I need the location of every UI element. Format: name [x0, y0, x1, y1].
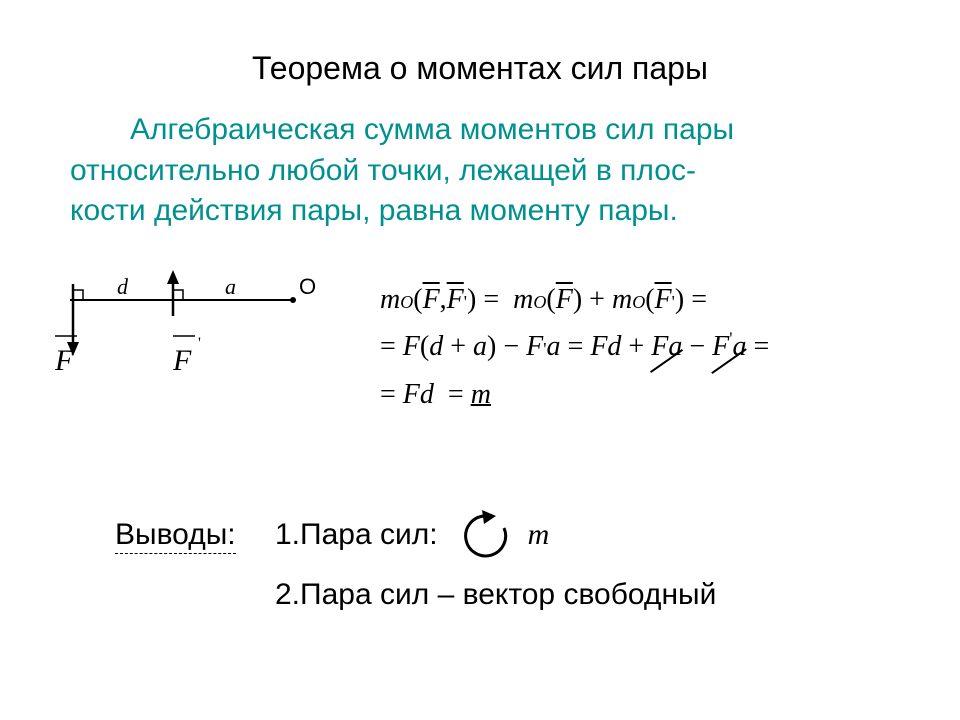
eq-row-2: = F(d + a) − F'a = Fd + Fa − F'a = — [380, 325, 940, 368]
conclusions: Выводы: 1.Пара сил: m 2.Пара сил – векто… — [115, 510, 935, 630]
conclusion-1: Выводы: 1.Пара сил: m — [115, 510, 935, 560]
eq-row-1: mO ( F, F' ) = mO (F) + mO (F') = — [380, 278, 940, 321]
page: Теорема о моментах сил пары Алгебраическ… — [0, 0, 960, 720]
diagram-label-a: a — [225, 274, 236, 299]
conclusions-header: Выводы: — [115, 518, 236, 554]
diagram-label-O: О — [299, 274, 316, 299]
conclusion-1-text: 1.Пара сил: — [275, 518, 438, 552]
conclusion-m: m — [528, 518, 550, 552]
rotation-icon — [456, 510, 516, 560]
diagram-label-F: F — [55, 344, 74, 377]
diagram-label-Fprime: F — [172, 344, 192, 377]
conclusion-2: 2.Пара сил – вектор свободный — [115, 578, 935, 612]
eq-row-3: = Fd = m — [380, 373, 940, 416]
theorem-line1: Алгебраическая сумма моментов сил пары — [130, 113, 734, 146]
equations: mO ( F, F' ) = mO (F) + mO (F') = = F(d … — [380, 278, 940, 420]
force-couple-diagram: О d a F F ' — [55, 270, 320, 380]
diagram-label-d: d — [117, 274, 129, 299]
title: Теорема о моментах сил пары — [0, 50, 960, 87]
theorem-line2: относительно любой точки, лежащей в плос… — [70, 154, 696, 187]
conclusion-2-text: 2.Пара сил – вектор свободный — [275, 578, 716, 612]
diagram-label-Fprime-sup: ' — [198, 335, 201, 352]
theorem-line3: кости действия пары, равна моменту пары. — [70, 194, 678, 227]
theorem-text: Алгебраическая сумма моментов сил пары о… — [70, 110, 890, 232]
